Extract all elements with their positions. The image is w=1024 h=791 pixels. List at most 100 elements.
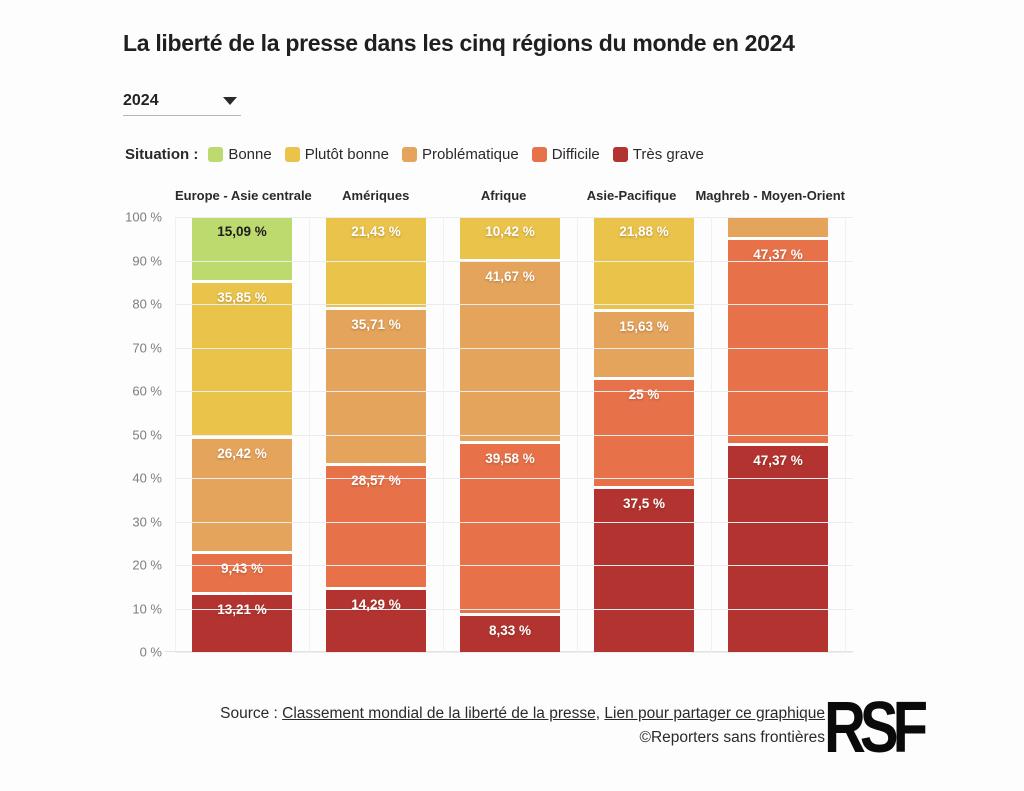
bar-segment[interactable]: 13,21 % [192, 594, 292, 652]
segment-value-label: 21,43 % [351, 224, 401, 239]
bar-column: 15,09 % 35,85 % 26,42 % 9,43 % 13,21 % [175, 217, 309, 652]
segment-value-label: 28,57 % [351, 472, 401, 488]
bar-segment[interactable] [728, 217, 828, 240]
stacked-bar: 47,37 % 47,37 % [728, 217, 828, 652]
segment-value-label: 15,63 % [619, 319, 669, 335]
legend-color-chip [531, 147, 547, 162]
legend-item: Plutôt bonne [284, 146, 389, 163]
legend-item: Bonne [208, 146, 272, 163]
bar-segment[interactable]: 28,57 % [326, 465, 426, 590]
h-gridline [175, 608, 853, 610]
bar-segment[interactable]: 35,71 % [326, 310, 426, 466]
legend-item-label: Bonne [228, 146, 272, 163]
bar-column: 47,37 % 47,37 % [711, 217, 845, 652]
plot-area: 15,09 % 35,85 % 26,42 % 9,43 % 13,21 % 21,43 … [165, 217, 853, 653]
bar-column: 10,42 % 41,67 % 39,58 % 8,33 % [443, 217, 577, 652]
bar-segment[interactable]: 21,88 % [594, 217, 694, 313]
y-tick-label: 100 % [125, 209, 162, 225]
bar-segment[interactable]: 35,85 % [192, 282, 292, 439]
source-line: Source : Classement mondial de la libert… [175, 702, 825, 725]
h-gridline [175, 391, 853, 392]
source-prefix: Source : [220, 705, 283, 722]
bar-segment[interactable]: 8,33 % [460, 615, 560, 652]
y-tick-label: 40 % [132, 470, 162, 486]
h-gridline [175, 304, 853, 305]
bar-segment[interactable]: 41,67 % [460, 262, 560, 444]
segment-value-label: 41,67 % [485, 269, 535, 285]
chevron-down-icon [223, 96, 237, 105]
h-gridline [175, 652, 853, 653]
y-tick-label: 80 % [132, 296, 162, 312]
v-gridline [443, 217, 444, 652]
legend-item-label: Très grave [632, 146, 704, 163]
segment-value-label: 47,37 % [753, 246, 803, 262]
h-gridline [175, 565, 853, 566]
legend-item-label: Difficile [551, 146, 600, 163]
legend-item: Problématique [401, 146, 519, 163]
region-header: Asie-Pacifique [586, 188, 677, 203]
bar-segment[interactable]: 14,29 % [326, 589, 426, 652]
legend-color-chip [284, 147, 300, 162]
segment-value-label: 26,42 % [217, 445, 267, 461]
h-gridline [175, 434, 853, 436]
segment-value-label: 14,29 % [351, 596, 401, 612]
bar-segment[interactable]: 10,42 % [460, 217, 560, 263]
v-gridline [309, 217, 310, 652]
segment-value-label: 25 % [628, 387, 660, 403]
segment-value-label: 39,58 % [485, 450, 535, 466]
y-tick-label: 70 % [132, 340, 162, 355]
legend-caption: Situation : [125, 146, 199, 163]
bars-container: 15,09 % 35,85 % 26,42 % 9,43 % 13,21 % 21,43 … [175, 217, 845, 653]
legend-item-label: Problématique [421, 146, 519, 163]
segment-value-label: 9,43 % [220, 560, 264, 576]
bar-segment[interactable]: 47,37 % [728, 445, 828, 652]
region-header: Afrique [480, 188, 527, 203]
h-gridline [175, 478, 853, 479]
legend-item: Très grave [612, 146, 704, 163]
y-tick-label: 0 % [139, 644, 162, 660]
bar-segment[interactable]: 15,09 % [192, 217, 292, 283]
stacked-bar: 10,42 % 41,67 % 39,58 % 8,33 % [460, 217, 560, 652]
y-tick-label: 50 % [132, 427, 162, 442]
segment-value-label: 37,5 % [622, 495, 666, 511]
legend-color-chip [401, 147, 417, 162]
year-dropdown[interactable]: 2024 [123, 86, 241, 116]
v-gridline [577, 217, 578, 652]
bar-column: 21,43 % 35,71 % 28,57 % 14,29 % [309, 217, 443, 652]
segment-value-label: 35,85 % [217, 289, 267, 305]
year-dropdown-value: 2024 [123, 91, 159, 109]
segment-value-label: 35,71 % [351, 317, 401, 333]
source-separator: , [595, 705, 605, 722]
source-link[interactable]: Classement mondial de la liberté de la p… [282, 705, 596, 722]
h-gridline [175, 260, 853, 262]
y-tick-label: 10 % [132, 601, 162, 616]
v-gridline [845, 217, 846, 652]
copyright-text: ©Reporters sans frontières [639, 729, 825, 747]
segment-value-label: 10,42 % [485, 224, 535, 239]
stacked-bar: 15,09 % 35,85 % 26,42 % 9,43 % 13,21 % [192, 217, 292, 652]
y-tick-label: 60 % [132, 383, 162, 399]
stacked-bar: 21,43 % 35,71 % 28,57 % 14,29 % [326, 217, 426, 652]
share-link[interactable]: Lien pour partager ce graphique [604, 705, 825, 722]
page-title: La liberté de la presse dans les cinq ré… [123, 30, 795, 56]
v-gridline [711, 217, 712, 652]
y-tick-label: 90 % [132, 253, 162, 268]
bar-segment[interactable]: 39,58 % [460, 443, 560, 616]
bar-segment[interactable]: 9,43 % [192, 553, 292, 595]
segment-value-label: 15,09 % [217, 224, 267, 239]
bar-segment[interactable]: 37,5 % [594, 488, 694, 653]
column-headers: Europe - Asie centrale Amériques Afrique As… [175, 188, 845, 203]
bar-segment[interactable]: 47,37 % [728, 239, 828, 446]
legend-color-chip [612, 147, 628, 162]
h-gridline [175, 521, 853, 523]
bar-segment[interactable]: 21,43 % [326, 217, 426, 311]
bar-segment[interactable]: 15,63 % [594, 312, 694, 381]
legend: Situation : Bonne Plutôt bonne Problématiq… [125, 146, 717, 163]
legend-color-chip [208, 147, 224, 162]
bar-segment[interactable]: 26,42 % [192, 438, 292, 554]
rsf-logo: RSF [824, 686, 928, 768]
legend-item-label: Plutôt bonne [304, 146, 389, 163]
region-header: Maghreb - Moyen-Orient [695, 188, 845, 203]
footer: Source : Classement mondial de la libert… [175, 702, 825, 750]
